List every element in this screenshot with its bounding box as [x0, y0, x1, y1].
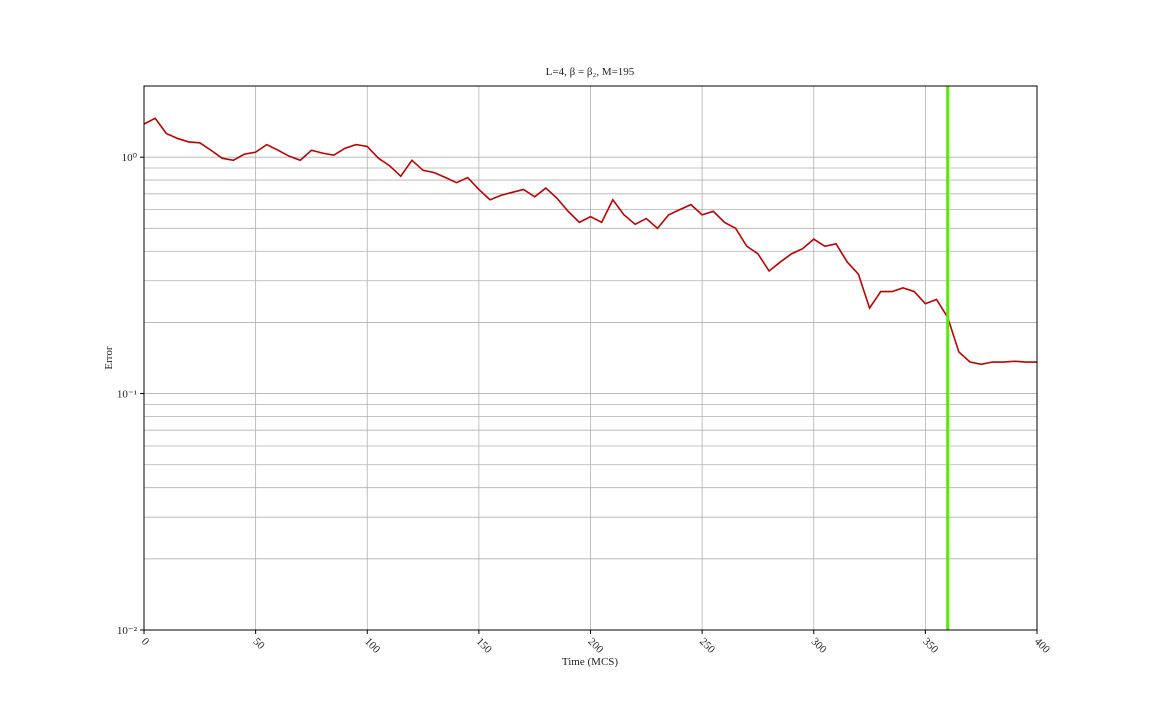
x-tick-label: 250: [697, 636, 718, 657]
x-tick-label: 350: [920, 636, 941, 657]
x-tick-label: 50: [251, 636, 268, 653]
x-tick-label: 150: [474, 636, 495, 657]
x-tick-label: 0: [139, 636, 152, 649]
x-tick-label: 400: [1032, 636, 1053, 657]
chart-title: L=4, β = β₂, M=195: [546, 66, 635, 78]
x-tick-label: 100: [362, 636, 383, 657]
x-tick-label: 300: [809, 636, 830, 657]
y-tick-label: 10⁰: [122, 152, 138, 164]
y-axis-label: Error: [103, 346, 115, 370]
x-axis-label: Time (MCS): [562, 656, 618, 668]
plot-frame: [143, 85, 1038, 631]
x-tick-label: 200: [585, 636, 606, 657]
y-tick-label: 10⁻²: [117, 625, 138, 637]
y-tick-label: 10⁻¹: [117, 389, 137, 401]
data-line: [143, 117, 1037, 366]
